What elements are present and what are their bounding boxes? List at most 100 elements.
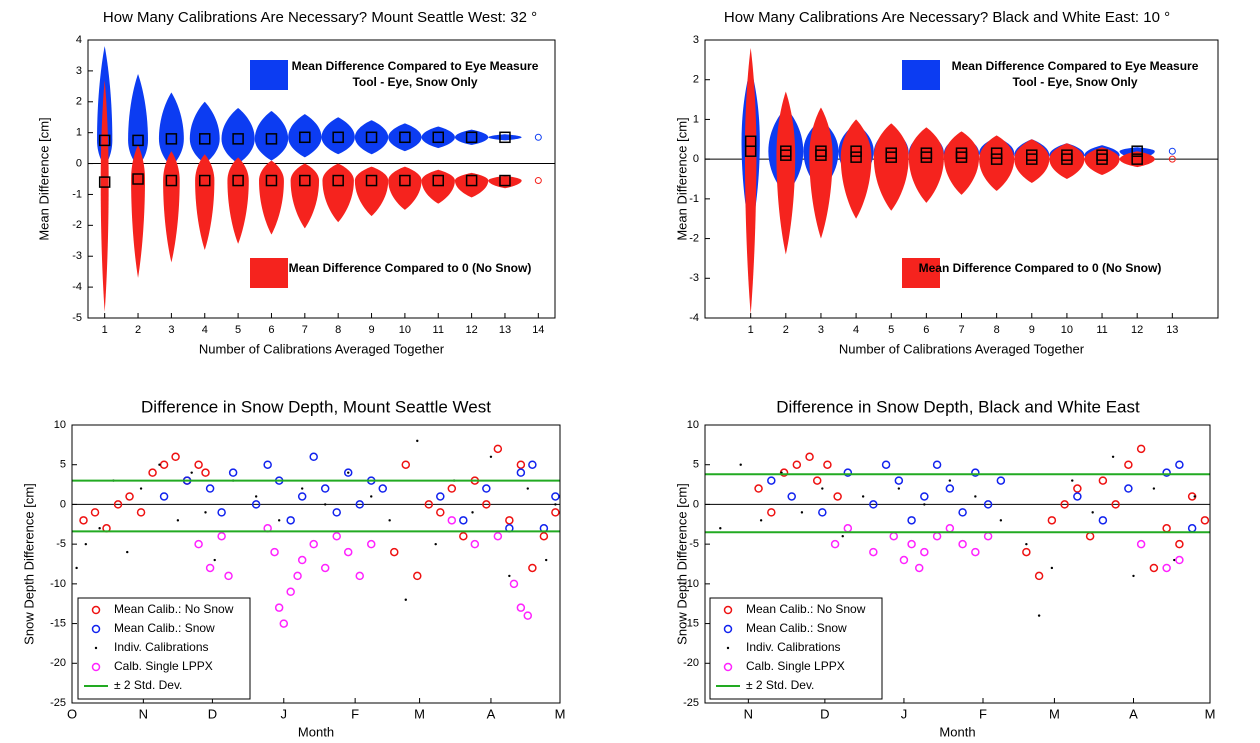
violin: [388, 166, 422, 210]
legend-swatch: [250, 60, 288, 90]
point: [823, 460, 832, 469]
point: [297, 492, 307, 501]
y-tick-label: 2: [76, 96, 82, 108]
point: [1175, 555, 1184, 565]
point: [286, 516, 295, 525]
mean-marker: [1131, 153, 1143, 165]
point: [754, 484, 763, 493]
x-tick-label: D: [208, 706, 217, 721]
point: [767, 508, 776, 517]
x-tick-label: 2: [783, 324, 789, 336]
y-tick-label: 0: [693, 498, 699, 510]
axes-frame: [87, 39, 556, 319]
mean-marker: [1168, 155, 1176, 163]
legend-label: ± 2 Std. Dev.: [114, 678, 182, 692]
chart-title: How Many Calibrations Are Necessary? Mou…: [103, 9, 537, 26]
x-axis-label: Number of Calibrations Averaged Together: [199, 341, 445, 356]
point: [113, 500, 123, 509]
point: [971, 547, 980, 557]
point: [812, 476, 822, 485]
point: [159, 460, 169, 469]
point: [1132, 574, 1135, 578]
point: [213, 558, 216, 562]
y-tick-label: -4: [72, 281, 82, 293]
mean-marker: [499, 174, 511, 187]
x-tick-label: 4: [202, 324, 208, 336]
violin: [908, 127, 944, 203]
point: [505, 516, 514, 525]
point: [920, 492, 929, 501]
x-tick-label: M: [1049, 706, 1060, 721]
legend-swatch: [91, 624, 101, 634]
mean-marker: [499, 131, 511, 144]
violin: [254, 111, 289, 161]
violin: [1119, 151, 1155, 168]
point: [1022, 547, 1031, 557]
mean-marker: [744, 145, 757, 157]
point: [787, 492, 796, 501]
point: [139, 487, 143, 490]
mean-marker: [132, 173, 144, 185]
point: [861, 495, 865, 498]
point: [347, 471, 350, 474]
point: [821, 487, 824, 490]
y-tick-label: -15: [683, 617, 699, 629]
point: [194, 539, 203, 549]
x-tick-label: N: [139, 706, 148, 721]
legend-swatch: [94, 646, 98, 650]
point: [370, 495, 373, 498]
point: [1200, 516, 1210, 525]
x-tick-label: 6: [923, 324, 929, 336]
legend-label: Mean Difference Compared to 0 (No Snow): [918, 261, 1162, 275]
mean-marker: [98, 176, 111, 188]
violin: [421, 169, 455, 204]
point: [470, 539, 480, 549]
legend-label: Mean Difference Compared to Eye Measure …: [291, 59, 539, 89]
point: [526, 487, 529, 490]
y-tick-label: -3: [689, 272, 699, 284]
y-tick-label: -1: [689, 193, 699, 205]
violin: [288, 114, 322, 158]
x-tick-label: 4: [853, 324, 859, 336]
point: [205, 563, 215, 573]
violin: [1049, 143, 1085, 179]
mean-marker: [885, 151, 897, 163]
point: [551, 492, 560, 501]
mean-marker: [399, 131, 411, 144]
point: [920, 547, 929, 557]
point: [523, 611, 533, 620]
violin: [421, 126, 455, 149]
point: [923, 503, 926, 506]
point: [914, 563, 924, 573]
point: [1162, 563, 1171, 573]
violin: [1014, 139, 1050, 183]
mean-marker: [399, 174, 411, 187]
point: [1152, 487, 1156, 490]
x-tick-label: 1: [748, 324, 754, 336]
x-tick-label: 12: [465, 324, 477, 336]
x-tick-label: M: [555, 706, 566, 721]
point: [999, 519, 1003, 522]
y-tick-label: -20: [683, 657, 699, 669]
legend-swatch: [91, 662, 101, 672]
mean-marker: [1168, 147, 1176, 155]
x-tick-label: 7: [958, 324, 964, 336]
point: [224, 571, 233, 581]
legend-swatch: [726, 646, 730, 650]
point: [1136, 539, 1146, 549]
point: [254, 495, 258, 498]
y-tick-label: -10: [683, 578, 699, 590]
point: [528, 563, 537, 573]
point: [805, 452, 814, 462]
violin: [454, 129, 489, 146]
violin: [290, 163, 320, 229]
violin: [163, 151, 180, 263]
y-axis-label: Mean Difference [cm]: [674, 117, 689, 240]
point: [869, 547, 878, 557]
point: [332, 508, 341, 517]
point: [800, 511, 804, 514]
point: [158, 463, 161, 466]
violin: [227, 157, 249, 244]
legend-label: Calb. Single LPPX: [114, 659, 213, 673]
